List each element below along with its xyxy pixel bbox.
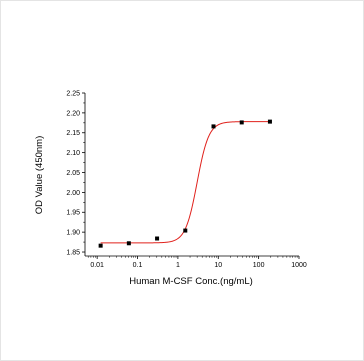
data-point — [98, 243, 103, 248]
data-point — [211, 124, 216, 129]
x-tick-label: 100 — [253, 262, 265, 269]
fit-curve-group — [100, 121, 270, 244]
data-point — [183, 228, 188, 233]
data-point — [126, 241, 131, 246]
x-tick-label: 0.1 — [133, 262, 143, 269]
x-tick-label: 1 — [176, 262, 180, 269]
y-axis-title: OD Value (450nm) — [34, 136, 45, 215]
y-tick-label: 2.05 — [66, 170, 80, 177]
data-point — [239, 120, 244, 125]
x-tick-label: 0.01 — [90, 262, 104, 269]
y-tick-label: 2.00 — [66, 190, 80, 197]
y-tick-label: 1.90 — [66, 230, 80, 237]
data-point — [155, 236, 160, 241]
axes: 1.85 1.90 1.95 2.00 2.05 2.10 2.15 2.20 2.25 0.01… — [66, 90, 307, 269]
data-point — [267, 119, 272, 124]
y-tick-label: 2.25 — [66, 90, 80, 97]
x-tick-label: 10 — [214, 262, 222, 269]
y-tick-label: 1.85 — [66, 249, 80, 256]
data-points — [98, 119, 272, 248]
y-tick-label: 2.10 — [66, 150, 80, 157]
y-tick-label: 1.95 — [66, 210, 80, 217]
fit-curve — [100, 121, 270, 244]
y-tick-label: 2.15 — [66, 130, 80, 137]
x-axis-title: Human M-CSF Conc.(ng/mL) — [129, 276, 253, 287]
y-tick-label: 2.20 — [66, 110, 80, 117]
x-tick-label: 1000 — [291, 262, 307, 269]
